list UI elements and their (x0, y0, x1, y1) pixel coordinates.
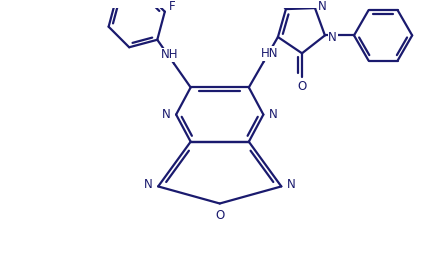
Text: F: F (169, 0, 176, 13)
Text: N: N (328, 31, 337, 44)
Text: HN: HN (261, 47, 278, 60)
Text: O: O (297, 80, 307, 93)
Text: N: N (162, 108, 171, 121)
Text: O: O (215, 209, 224, 222)
Text: N: N (287, 178, 295, 191)
Text: NH: NH (161, 48, 179, 61)
Text: N: N (319, 0, 327, 13)
Text: N: N (144, 178, 153, 191)
Text: N: N (269, 108, 277, 121)
